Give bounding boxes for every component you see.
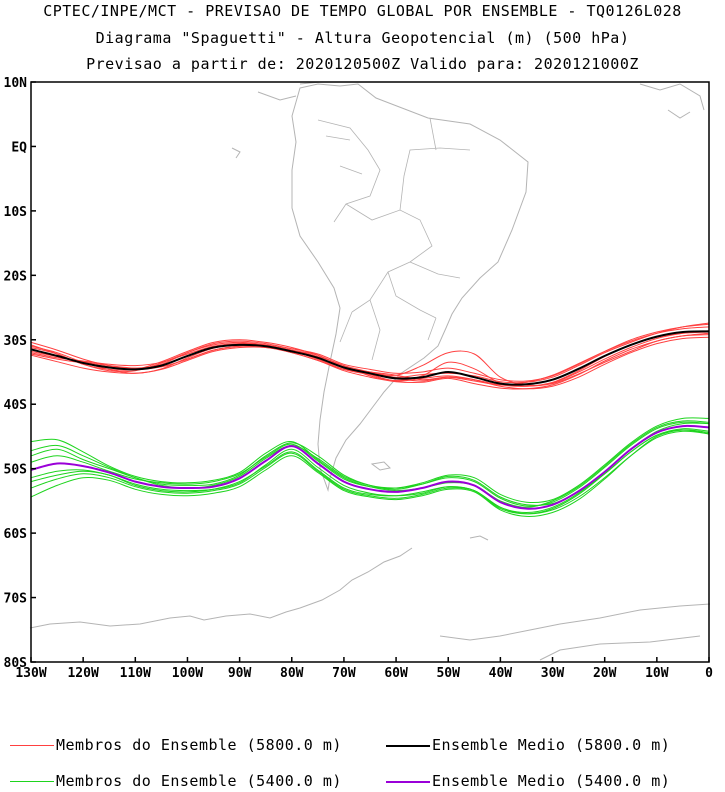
- member-line-1-3: [30, 429, 710, 517]
- ensemble-lines: [30, 322, 710, 517]
- member-line-0-0: [30, 330, 710, 387]
- member-line-0-7: [30, 331, 710, 387]
- lat-tick-label: 10S: [4, 205, 28, 220]
- south-america-coastline: [291, 83, 529, 492]
- lat-tick-label: 40S: [4, 398, 28, 413]
- legend-members-5800: Membros do Ensemble (5800.0 m): [10, 736, 342, 754]
- lon-tick-label: 80W: [280, 666, 304, 681]
- legend-members-5800-label: Membros do Ensemble (5800.0 m): [56, 736, 342, 754]
- legend-swatch-black: [386, 744, 430, 747]
- lon-tick-label: 90W: [228, 666, 252, 681]
- legend-mean-5400-label: Ensemble Medio (5400.0 m): [432, 772, 671, 790]
- lat-tick-label: 30S: [4, 334, 28, 349]
- lon-tick-label: 0: [705, 666, 713, 681]
- lat-tick-label: 20S: [4, 269, 28, 284]
- plot-frame: [30, 81, 710, 663]
- lat-tick-label: EQ: [11, 140, 27, 155]
- antarctica-coastline: [29, 547, 711, 661]
- title-line-3: Previsao a partir de: 2020120500Z Valido…: [86, 55, 639, 73]
- lon-tick-label: 20W: [593, 666, 617, 681]
- coastlines: [29, 81, 711, 661]
- member-line-1-5: [30, 430, 710, 515]
- member-line-1-1: [30, 422, 710, 514]
- south-georgia-coastline: [469, 535, 489, 541]
- central-america-coastline: [231, 81, 705, 159]
- legend-swatch-red: [10, 745, 54, 746]
- lon-tick-label: 60W: [384, 666, 408, 681]
- lon-tick-label: 40W: [489, 666, 513, 681]
- legend-mean-5800-label: Ensemble Medio (5800.0 m): [432, 736, 671, 754]
- lon-tick-label: 120W: [67, 666, 98, 681]
- legend-mean-5400: Ensemble Medio (5400.0 m): [386, 772, 670, 790]
- title-line-1: CPTEC/INPE/MCT - PREVISAO DE TEMPO GLOBA…: [43, 2, 682, 20]
- member-line-1-0: [30, 428, 710, 506]
- falklands-coastline: [370, 461, 392, 471]
- mean-line-0: [30, 330, 710, 386]
- lon-tick-label: 70W: [332, 666, 356, 681]
- latitude-axis: 10N EQ 10S 20S 30S 40S 50S 60S 70S 80S: [4, 76, 36, 671]
- lat-tick-label: 70S: [4, 592, 28, 607]
- lon-tick-label: 50W: [436, 666, 460, 681]
- lon-tick-label: 110W: [120, 666, 151, 681]
- lat-tick-label: 80S: [4, 656, 28, 671]
- lon-tick-label: 100W: [172, 666, 203, 681]
- lat-tick-label: 10N: [4, 76, 28, 91]
- member-line-0-6: [30, 322, 710, 384]
- member-line-1-6: [30, 421, 710, 507]
- legend-swatch-purple: [386, 780, 430, 783]
- legend-swatch-green: [10, 781, 54, 782]
- lon-tick-label: 10W: [645, 666, 669, 681]
- member-line-0-3: [30, 334, 710, 390]
- lat-tick-label: 50S: [4, 463, 28, 478]
- lon-tick-label: 130W: [15, 666, 46, 681]
- legend-members-5400: Membros do Ensemble (5400.0 m): [10, 772, 342, 790]
- member-line-1-7: [30, 429, 710, 515]
- member-line-0-5: [30, 336, 710, 390]
- lon-tick-label: 30W: [541, 666, 565, 681]
- title-line-2: Diagrama "Spaguetti" - Altura Geopotenci…: [95, 29, 630, 47]
- lat-tick-label: 60S: [4, 527, 28, 542]
- legend-mean-5800: Ensemble Medio (5800.0 m): [386, 736, 670, 754]
- mean-line-1: [30, 424, 710, 510]
- longitude-axis: 130W 120W 110W 100W 90W 80W 70W 60W 50W 40W 30W 20W…: [15, 657, 713, 681]
- country-borders: [317, 117, 471, 361]
- legend-members-5400-label: Membros do Ensemble (5400.0 m): [56, 772, 342, 790]
